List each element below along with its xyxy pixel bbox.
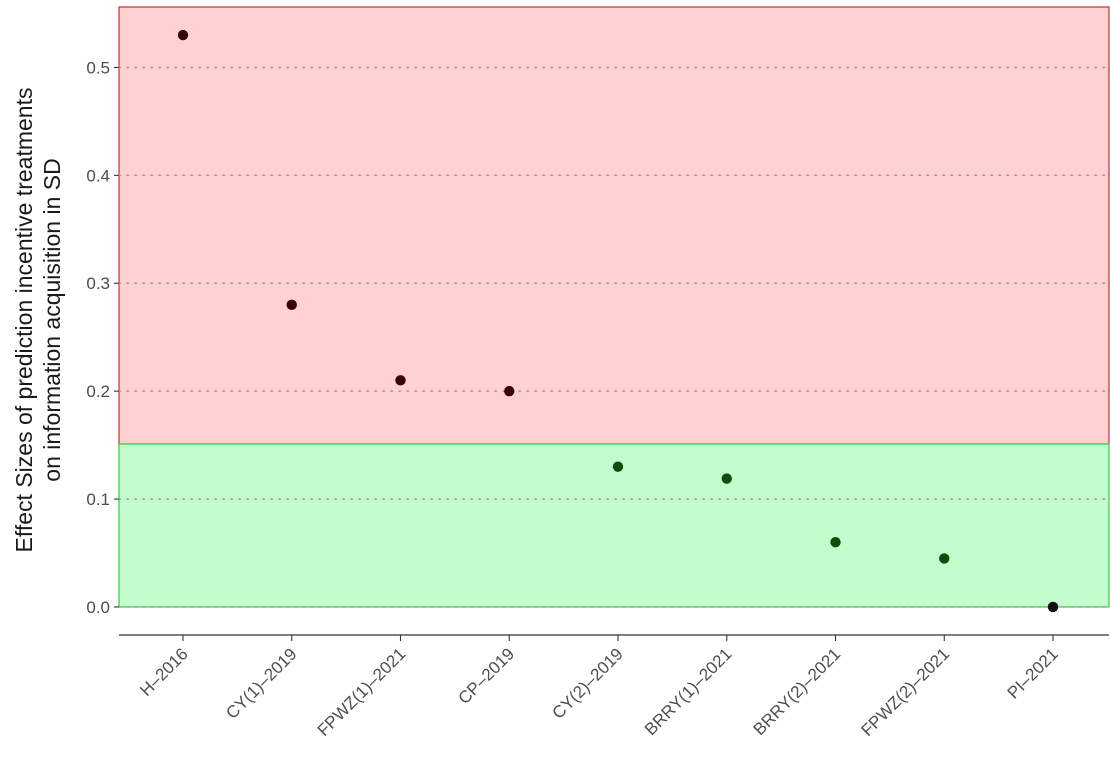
data-point <box>395 375 406 386</box>
data-point <box>286 299 297 311</box>
y-axis-title-line-2: on information acquisition in SD <box>39 158 65 481</box>
y-tick-label: 0.0 <box>86 598 110 617</box>
data-point <box>177 29 189 41</box>
data-point <box>1047 601 1059 613</box>
y-tick-label: 0.5 <box>86 58 110 77</box>
y-axis-ticks: 0.0 0.1 0.2 0.3 0.4 0.5 <box>86 58 119 617</box>
band-high <box>118 6 1110 445</box>
band-low <box>118 443 1110 608</box>
x-tick-label: FPWZ(2)–2021 <box>857 644 953 740</box>
x-tick-label: PI–2021 <box>1004 644 1062 702</box>
x-tick-label: CY(1)–2019 <box>222 644 300 722</box>
data-point <box>612 461 624 472</box>
y-tick-label: 0.2 <box>86 382 110 401</box>
x-tick-label: FPWZ(1)–2021 <box>314 644 410 740</box>
y-tick-label: 0.1 <box>86 490 110 509</box>
shaded-bands <box>118 6 1110 608</box>
x-tick-label: H–2016 <box>136 644 192 700</box>
y-axis-title-line-1: Effect Sizes of prediction incentive tre… <box>11 88 37 553</box>
data-point <box>939 553 950 564</box>
gridlines <box>118 66 1110 608</box>
x-tick-label: CY(2)–2019 <box>549 644 627 722</box>
x-tick-label: BRRY(1)–2021 <box>641 644 736 739</box>
data-point <box>504 385 515 397</box>
x-axis-ticks: H–2016 CY(1)–2019 FPWZ(1)–2021 CP–2019 CY(2)… <box>136 635 1062 740</box>
x-tick-label: BRRY(2)–2021 <box>750 644 845 739</box>
y-tick-label: 0.4 <box>86 166 110 185</box>
data-point <box>721 473 732 484</box>
x-tick-label: CP–2019 <box>455 644 519 708</box>
y-tick-label: 0.3 <box>86 274 110 293</box>
data-point <box>830 537 841 548</box>
data-points <box>177 29 1059 613</box>
